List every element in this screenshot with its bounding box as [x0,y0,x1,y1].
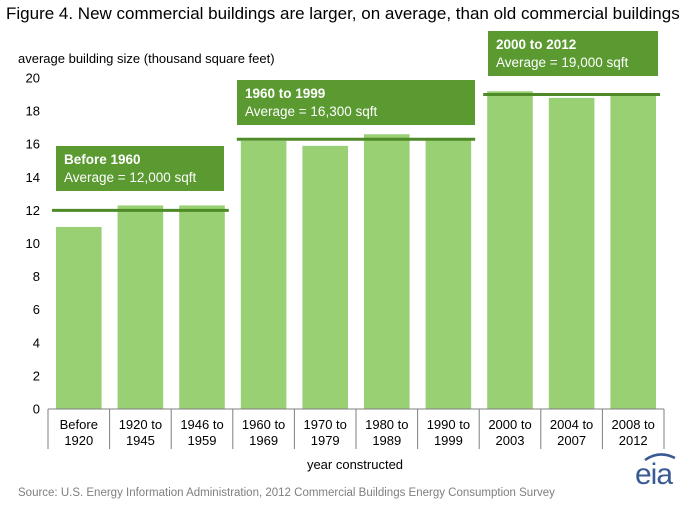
average-note-title: 1960 to 1999 [245,86,325,101]
bar [56,226,102,409]
average-note-box [56,146,224,191]
bar [240,140,287,409]
x-tick-label: 1979 [311,433,340,448]
y-tick-label: 18 [26,104,40,119]
bar [487,91,533,410]
average-note-title: Before 1960 [64,152,141,167]
x-tick-label: 2012 [619,433,648,448]
x-tick-label: 1990 to [427,417,470,432]
x-tick-label: 1969 [249,433,278,448]
bar [179,205,225,409]
x-tick-label: 1999 [434,433,463,448]
eia-logo: eia [635,452,685,491]
average-note-label: Average = 19,000 sqft [496,55,628,70]
y-tick-label: 20 [26,71,40,86]
y-tick-label: 2 [33,368,40,383]
x-tick-label: 1946 to [180,417,223,432]
average-note-label: Average = 12,000 sqft [64,170,196,185]
bar [425,139,472,410]
chart-title: Figure 4. New commercial buildings are l… [6,4,680,23]
bar [117,205,164,409]
y-tick-label: 0 [33,402,40,417]
x-tick-label: 1970 to [304,417,347,432]
x-tick-label: 1959 [188,433,217,448]
average-note-box [237,80,475,125]
x-tick-label: 2008 to [612,417,655,432]
x-tick-label: 2000 to [488,417,531,432]
y-tick-label: 4 [33,335,40,350]
x-tick-label: 1945 [126,433,155,448]
bar [364,134,410,409]
average-note-box [488,31,658,76]
source-note: Source: U.S. Energy Information Administ… [18,487,555,499]
x-tick-label: 1960 to [242,417,285,432]
x-tick-label: 2004 to [550,417,593,432]
bar [302,145,348,409]
y-tick-label: 8 [33,269,40,284]
bar [548,97,595,410]
x-tick-label: 1920 [64,433,93,448]
y-axis: 0 2 4 6 8 10 12 14 16 18 20 [26,71,40,417]
x-tick-label: 1980 to [365,417,408,432]
x-tick-label: 2003 [496,433,525,448]
y-tick-label: 12 [26,203,40,218]
y-tick-label: 6 [33,302,40,317]
x-tick-label: 2007 [557,433,586,448]
logo-text: eia [635,458,673,491]
x-tick-label: 1920 to [119,417,162,432]
average-note-label: Average = 16,300 sqft [245,104,377,119]
y-tick-label: 16 [26,137,40,152]
bar [610,94,656,410]
bars [56,91,656,410]
y-axis-title: average building size (thousand square f… [18,51,275,66]
x-axis-title: year constructed [307,457,403,472]
x-tick-label: 1989 [372,433,401,448]
average-annotations: Before 1960 Average = 12,000 sqft 1960 to … [52,31,660,212]
y-tick-label: 10 [26,236,40,251]
average-note-title: 2000 to 2012 [496,37,576,52]
x-tick-label: Before [60,417,98,432]
y-tick-label: 14 [26,170,40,185]
